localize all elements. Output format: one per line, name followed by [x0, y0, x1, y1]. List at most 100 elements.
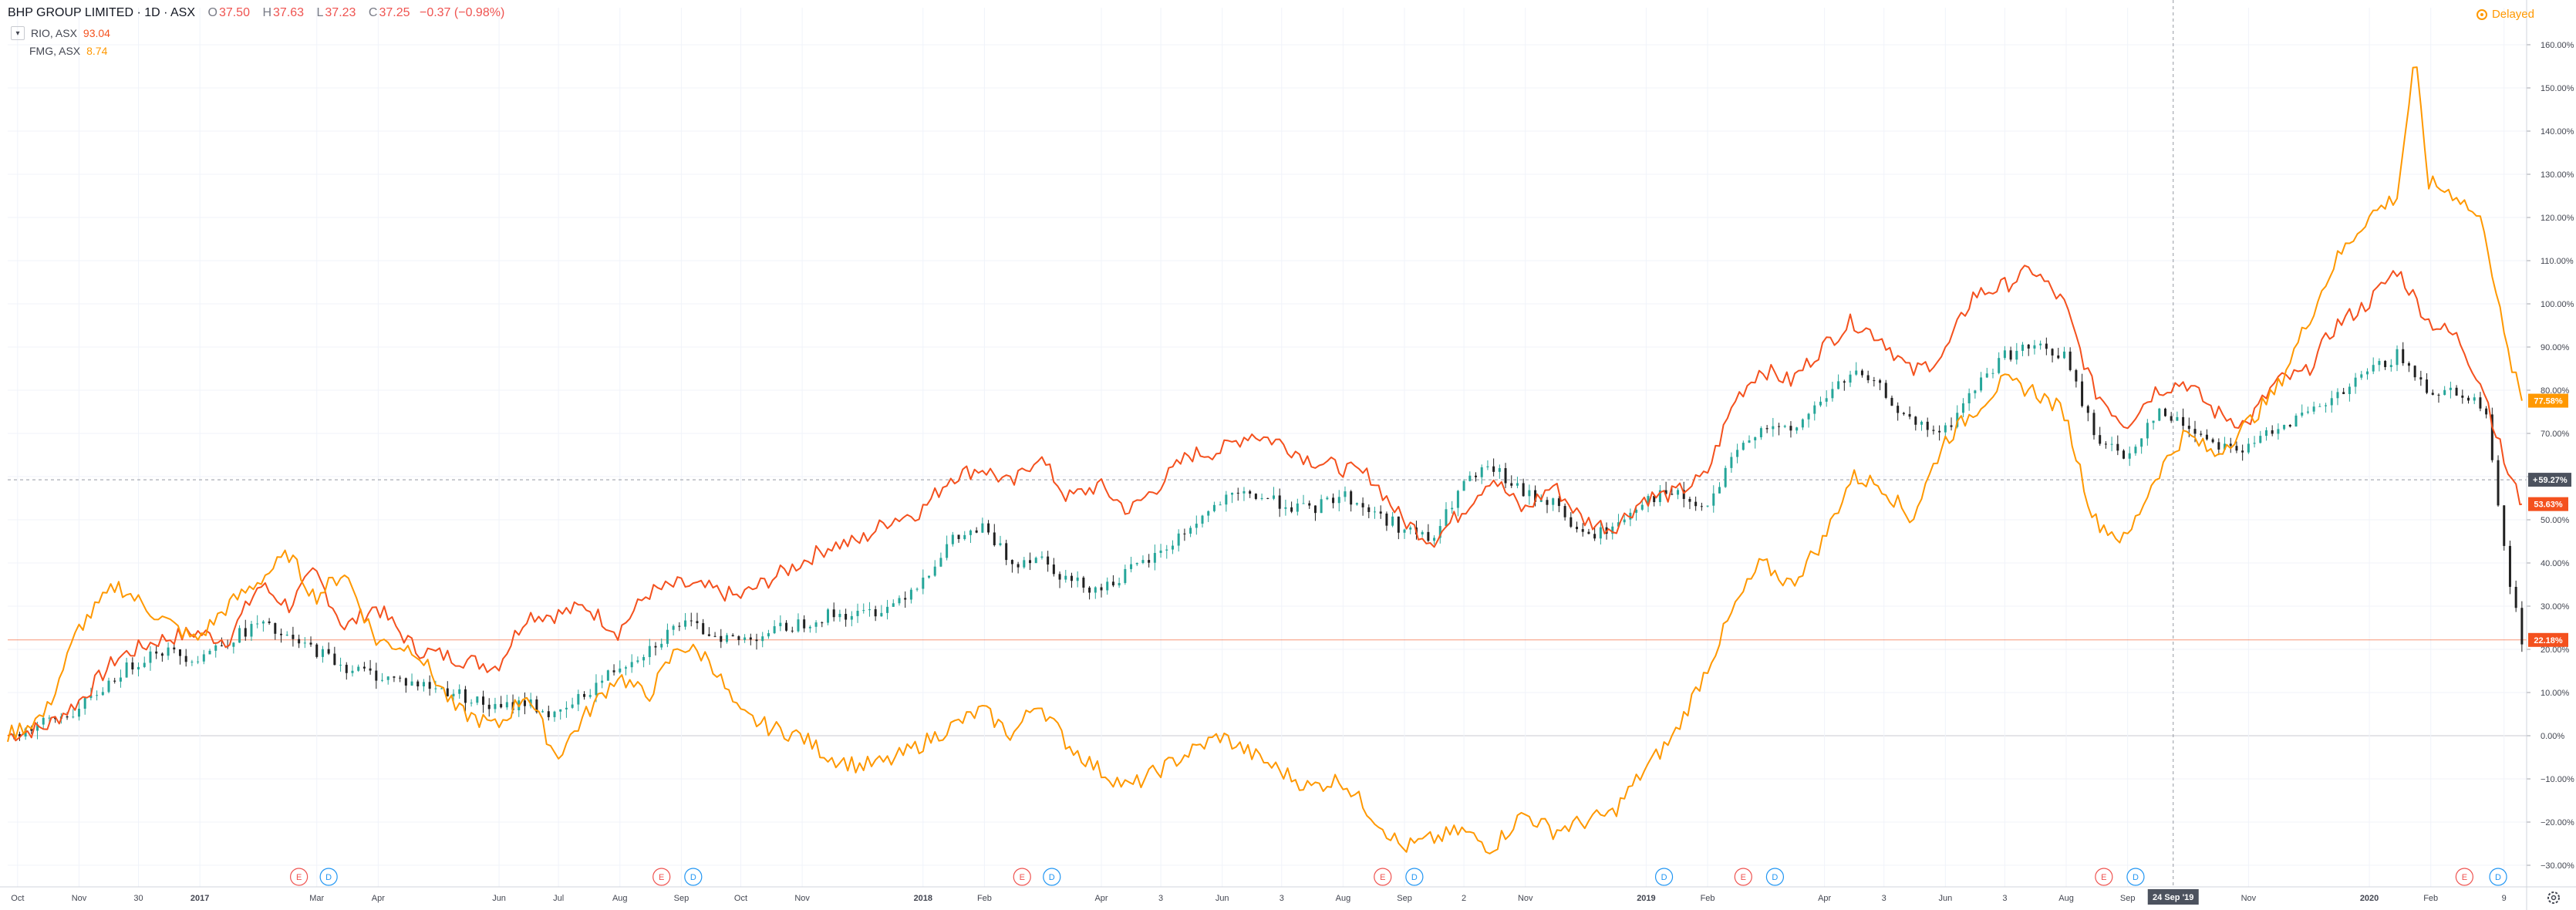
candle: [309, 636, 312, 647]
candle-body: [951, 534, 954, 544]
x-tick-label: Sep: [1397, 894, 1412, 903]
candle-body: [1106, 581, 1109, 591]
candle-body: [2069, 351, 2072, 370]
x-tick-label: Nov: [72, 894, 87, 903]
candle-body: [375, 670, 378, 681]
candle-body: [898, 598, 901, 604]
candle-body: [2348, 386, 2351, 394]
symbol-name[interactable]: BHP GROUP LIMITED · 1D · ASX: [8, 6, 196, 19]
earnings-marker[interactable]: E: [1734, 868, 1752, 886]
candle: [1058, 571, 1061, 588]
candle-body: [791, 630, 794, 632]
dividend-marker[interactable]: D: [1405, 868, 1424, 886]
candle-body: [1653, 496, 1656, 503]
badge-bg: [2528, 632, 2568, 647]
candle: [399, 675, 402, 682]
x-tick-label: Nov: [794, 894, 810, 903]
candle-body: [96, 695, 99, 696]
candle-body: [975, 530, 978, 533]
candle: [178, 649, 181, 665]
candle-body: [2021, 344, 2025, 351]
candle-body: [1647, 496, 1650, 505]
dividend-marker[interactable]: D: [1043, 868, 1061, 886]
candle: [2455, 385, 2458, 396]
candle: [2259, 430, 2262, 444]
candle: [1029, 552, 1032, 571]
candle-body: [1332, 497, 1335, 504]
candle: [2318, 403, 2321, 407]
candle: [1772, 417, 1775, 437]
candle: [77, 700, 80, 721]
candle: [440, 687, 443, 689]
earnings-marker[interactable]: E: [1374, 868, 1392, 886]
candle: [1570, 512, 1573, 528]
candle: [803, 615, 806, 632]
candle-body: [749, 637, 752, 640]
candle: [1712, 485, 1715, 513]
candle: [2099, 426, 2102, 447]
candle-body: [547, 711, 550, 717]
candle-body: [220, 645, 223, 646]
candle: [2163, 407, 2166, 417]
candle-body: [464, 689, 467, 703]
candle: [125, 657, 128, 678]
candle-body: [2193, 429, 2197, 434]
earnings-marker[interactable]: E: [652, 868, 671, 886]
badge-text: 24 Sep '19: [2153, 893, 2193, 902]
dividend-marker[interactable]: D: [319, 868, 338, 886]
candle-body: [1617, 522, 1620, 527]
legend-main[interactable]: BHP GROUP LIMITED · 1D · ASX O 37.50 H 37.…: [8, 6, 504, 20]
candle: [482, 690, 485, 713]
x-tick-label: Aug: [1336, 894, 1351, 903]
candle-body: [1320, 499, 1323, 514]
chevron-down-icon: ▾: [15, 29, 20, 38]
candle: [1677, 487, 1680, 500]
dividend-marker[interactable]: D: [1765, 868, 1785, 886]
x-tick-label: Aug: [612, 894, 628, 903]
candle: [1100, 583, 1103, 598]
candle: [1391, 511, 1394, 527]
earnings-marker[interactable]: E: [2095, 868, 2113, 886]
earnings-marker[interactable]: E: [1013, 868, 1031, 886]
candle: [696, 612, 699, 629]
candle-body: [808, 626, 811, 629]
candle-body: [1100, 587, 1103, 591]
candle-body: [737, 636, 740, 640]
candle: [1438, 519, 1441, 544]
candle-body: [993, 532, 996, 545]
candle: [755, 633, 758, 650]
earnings-marker[interactable]: E: [290, 868, 309, 886]
candle: [1587, 528, 1590, 534]
candle-body: [119, 677, 122, 682]
candle: [1599, 520, 1602, 545]
dividend-marker[interactable]: D: [684, 868, 703, 886]
candle: [2431, 389, 2434, 396]
delayed-badge[interactable]: Delayed: [2476, 8, 2534, 21]
candle: [785, 620, 788, 632]
event-label: D: [2495, 873, 2501, 882]
candle: [1350, 490, 1353, 512]
candle-body: [1950, 425, 1953, 427]
candle-body: [1391, 516, 1394, 526]
candle-body: [1765, 428, 1768, 430]
candle: [630, 654, 633, 673]
candle: [969, 529, 972, 544]
compare-legend-rio[interactable]: ▾ RIO, ASX 93.04: [11, 26, 110, 40]
candle: [1111, 575, 1114, 588]
bhp-candles: [12, 337, 2524, 741]
dividend-marker[interactable]: D: [1654, 868, 1674, 886]
dividend-marker[interactable]: D: [2126, 868, 2145, 886]
candle-body: [1570, 517, 1573, 527]
earnings-marker[interactable]: E: [2455, 868, 2473, 886]
dividend-marker[interactable]: D: [2489, 868, 2507, 886]
settings-gear-icon[interactable]: [2547, 891, 2560, 904]
collapse-legend-button[interactable]: ▾: [11, 26, 25, 40]
candle: [1308, 501, 1311, 509]
candle: [2461, 389, 2464, 404]
compare-legend-fmg[interactable]: FMG, ASX 8.74: [29, 45, 107, 57]
candle-body: [922, 578, 925, 589]
candle-body: [1409, 527, 1412, 530]
y-tick-label: 90.00%: [2541, 343, 2570, 352]
